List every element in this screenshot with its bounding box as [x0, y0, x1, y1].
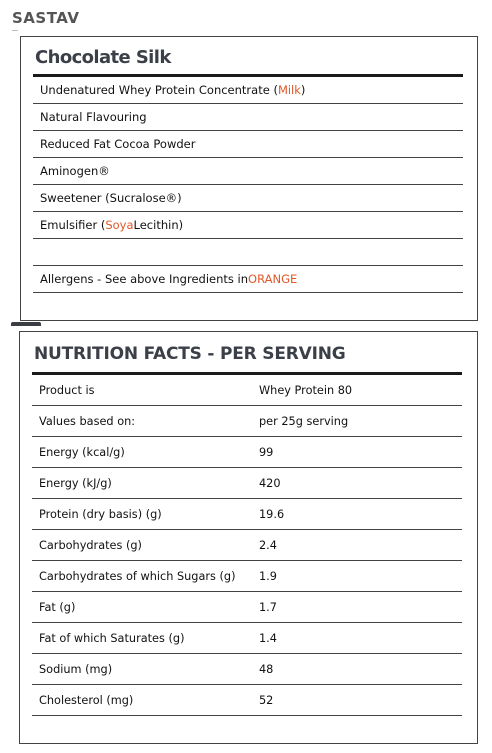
ingredient-text: Reduced Fat Cocoa Powder: [40, 137, 196, 151]
ingredient-row-empty: [33, 239, 463, 266]
table-row: Energy (kcal/g) 99: [32, 437, 462, 468]
ingredient-row: Emulsifier (Soya Lecithin): [33, 212, 463, 239]
nutrient-label: Fat of which Saturates (g): [39, 631, 185, 645]
allergens-text: Allergens - See above Ingredients in: [40, 272, 249, 286]
ingredients-list: Undenatured Whey Protein Concentrate (Mi…: [33, 77, 463, 293]
nutrient-value: 1.7: [259, 600, 277, 614]
table-row: Protein (dry basis) (g) 19.6: [32, 499, 462, 530]
nutrition-table: Product is Whey Protein 80 Values based o…: [32, 375, 462, 716]
ingredient-row: Sweetener (Sucralose®): [33, 185, 463, 212]
nutrient-value: 420: [259, 476, 281, 490]
ingredient-text-suffix: ): [300, 83, 306, 97]
ingredients-panel: Chocolate Silk Undenatured Whey Protein …: [20, 36, 478, 321]
nutrient-label: Product is: [39, 383, 95, 397]
nutrient-value: 19.6: [259, 507, 285, 521]
nutrient-label: Carbohydrates of which Sugars (g): [39, 569, 236, 583]
nutrient-label: Cholesterol (mg): [39, 693, 134, 707]
allergen-highlight: Soya: [105, 218, 134, 232]
table-row: Product is Whey Protein 80: [32, 375, 462, 406]
nutrient-label: Sodium (mg): [39, 662, 113, 676]
table-row: Values based on: per 25g serving: [32, 406, 462, 437]
ingredient-text: Undenatured Whey Protein Concentrate (: [40, 83, 278, 97]
ingredient-text: Aminogen®: [40, 164, 110, 178]
ingredient-row: Aminogen®: [33, 158, 463, 185]
ingredient-row: Reduced Fat Cocoa Powder: [33, 131, 463, 158]
ingredient-text-suffix: Lecithin): [133, 218, 184, 232]
ingredients-title: Chocolate Silk: [35, 47, 171, 68]
nutrient-label: Values based on:: [39, 414, 136, 428]
table-row: Carbohydrates of which Sugars (g) 1.9: [32, 561, 462, 592]
allergen-highlight: ORANGE: [248, 272, 298, 286]
nutrition-panel: NUTRITION FACTS - PER SERVING Product is…: [19, 331, 478, 744]
nutrient-value: 48: [259, 662, 274, 676]
section-tab-marker: [11, 322, 41, 326]
ingredient-row: Natural Flavouring: [33, 104, 463, 131]
nutrient-value: 52: [259, 693, 274, 707]
nutrient-value: Whey Protein 80: [259, 383, 353, 397]
nutrient-value: per 25g serving: [259, 414, 349, 428]
table-row: Fat of which Saturates (g) 1.4: [32, 623, 462, 654]
nutrient-label: Energy (kcal/g): [39, 445, 125, 459]
table-row: Sodium (mg) 48: [32, 654, 462, 685]
ingredient-row: Undenatured Whey Protein Concentrate (Mi…: [33, 77, 463, 104]
allergen-highlight: Milk: [277, 83, 301, 97]
allergens-row: Allergens - See above Ingredients in ORA…: [33, 266, 463, 293]
ingredients-title-rule: [33, 74, 463, 77]
nutrient-label: Energy (kJ/g): [39, 476, 112, 490]
nutrient-value: 1.4: [259, 631, 277, 645]
nutrition-title: NUTRITION FACTS - PER SERVING: [34, 344, 346, 364]
heading-divider: [12, 30, 18, 31]
table-row: Energy (kJ/g) 420: [32, 468, 462, 499]
ingredient-text: Sweetener (Sucralose®): [40, 191, 182, 205]
page-heading: SASTAV: [12, 9, 80, 27]
table-row: Cholesterol (mg) 52: [32, 685, 462, 716]
nutrient-value: 99: [259, 445, 274, 459]
table-row: Fat (g) 1.7: [32, 592, 462, 623]
nutrient-label: Carbohydrates (g): [39, 538, 142, 552]
table-row: Carbohydrates (g) 2.4: [32, 530, 462, 561]
nutrient-label: Fat (g): [39, 600, 76, 614]
nutrition-title-rule: [32, 372, 462, 375]
ingredient-text: Emulsifier (: [40, 218, 106, 232]
nutrient-value: 1.9: [259, 569, 277, 583]
nutrient-label: Protein (dry basis) (g): [39, 507, 162, 521]
nutrient-value: 2.4: [259, 538, 277, 552]
ingredient-text: Natural Flavouring: [40, 110, 147, 124]
